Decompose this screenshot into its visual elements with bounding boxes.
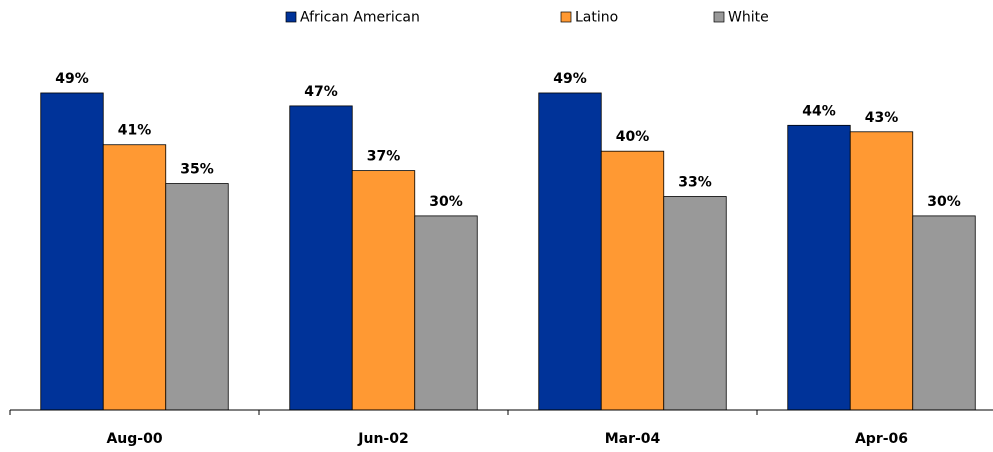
value-label: 30%	[927, 194, 961, 210]
value-label: 40%	[616, 129, 650, 145]
value-label: 30%	[429, 194, 463, 210]
bar	[102, 144, 167, 411]
bar	[40, 92, 104, 411]
value-label: 49%	[553, 71, 587, 87]
x-tick-label: Mar-04	[605, 431, 661, 447]
value-label: 33%	[678, 174, 712, 190]
legend-swatch	[560, 11, 572, 23]
bar	[351, 170, 416, 411]
value-label: 35%	[180, 162, 214, 178]
x-tick-label: Jun-02	[357, 431, 408, 447]
bar	[538, 92, 602, 411]
bar	[600, 150, 665, 411]
legend-swatch	[713, 11, 725, 23]
bar	[289, 105, 353, 411]
x-tick-label: Apr-06	[855, 431, 908, 447]
bar	[663, 196, 727, 411]
bar	[787, 124, 851, 411]
value-label: 41%	[118, 123, 152, 139]
value-label: 43%	[865, 110, 899, 126]
x-tick-label: Aug-00	[106, 431, 162, 447]
value-label: 49%	[55, 71, 89, 87]
legend-swatch	[285, 11, 297, 23]
bar	[165, 183, 229, 411]
legend-label: Latino	[575, 10, 618, 26]
bar	[414, 215, 478, 411]
legend-label: African American	[300, 10, 420, 26]
bar	[912, 215, 976, 411]
value-label: 47%	[304, 84, 338, 100]
value-label: 37%	[367, 149, 401, 165]
legend-label: White	[728, 10, 769, 26]
value-label: 44%	[802, 103, 836, 119]
bar	[849, 131, 914, 411]
